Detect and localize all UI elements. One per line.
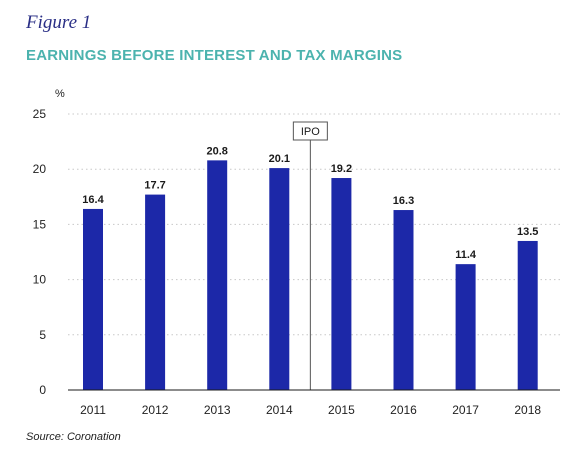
bar: [83, 208, 103, 390]
figure-label: Figure 1: [26, 12, 92, 33]
bar: [517, 240, 538, 390]
x-tick-label: 2014: [266, 403, 293, 417]
bar: [331, 178, 352, 390]
y-axis-ticks: 0 5 10 15 20 25: [33, 107, 47, 397]
data-label: 17.7: [144, 180, 165, 192]
x-tick-label: 2017: [452, 403, 479, 417]
y-tick-label: 15: [33, 217, 47, 231]
data-label: 19.2: [331, 163, 352, 175]
ipo-marker-box: [292, 121, 328, 141]
chart-title: EARNINGS BEFORE INTEREST AND TAX MARGINS: [26, 47, 403, 64]
y-axis-label: %: [55, 88, 65, 100]
x-tick-label: 2018: [514, 403, 541, 417]
data-label: 13.5: [517, 226, 538, 238]
data-label: 20.8: [206, 145, 227, 157]
data-label: 11.4: [455, 249, 477, 261]
y-tick-label: 10: [33, 273, 47, 287]
y-tick-label: 0: [39, 383, 46, 397]
y-tick-label: 20: [33, 162, 47, 176]
data-labels: 16.4 17.7 20.8 20.1 19.2 16.3 11.4 13.5: [82, 145, 538, 261]
bar: [269, 168, 290, 390]
y-tick-label: 5: [39, 328, 46, 342]
source-note: Source: Coronation: [26, 431, 121, 443]
x-tick-label: 2012: [142, 403, 169, 417]
grid-lines: [68, 113, 560, 336]
bars: [83, 160, 538, 390]
bar: [207, 160, 228, 390]
x-tick-label: 2013: [204, 403, 231, 417]
bar: [393, 210, 414, 390]
bar: [455, 264, 476, 390]
bar: [145, 194, 166, 390]
data-label: 16.3: [393, 195, 414, 207]
ipo-marker-label: IPO: [301, 126, 320, 138]
y-tick-label: 25: [33, 107, 47, 121]
data-label: 20.1: [269, 153, 290, 165]
x-axis-ticks: 2011 2012 2013 2014 2015 2016 2017 2018: [80, 403, 541, 417]
annotations: IPO: [292, 121, 328, 390]
data-label: 16.4: [82, 194, 104, 206]
x-tick-label: 2016: [390, 403, 417, 417]
x-tick-label: 2015: [328, 403, 355, 417]
x-tick-label: 2011: [80, 403, 106, 417]
